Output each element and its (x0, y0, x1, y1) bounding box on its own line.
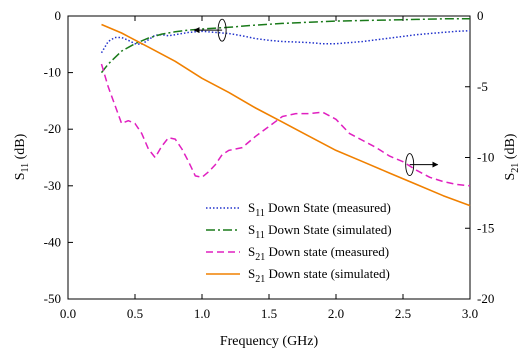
y-right-tick-label: -15 (477, 220, 494, 235)
x-tick-label: 2.5 (395, 306, 411, 321)
y-right-tick-label: -20 (477, 291, 494, 306)
y-right-tick-label: -10 (477, 150, 494, 165)
x-tick-label: 1.5 (261, 306, 277, 321)
x-axis-label: Frequency (GHz) (220, 334, 319, 349)
y-left-tick-label: -50 (44, 291, 61, 306)
x-tick-label: 2.0 (328, 306, 344, 321)
series-line-s21s (101, 23, 471, 207)
y-axis-right-label: S21 (dB) (503, 133, 521, 180)
y-left-tick-label: -10 (44, 65, 61, 80)
legend-label-s21m: S21 Down state (measured) (248, 244, 389, 263)
axis-ticks (67, 15, 471, 300)
y-left-tick-label: -30 (44, 178, 61, 193)
y-right-tick-label: 0 (477, 8, 484, 23)
tick-labels: 0.0 0.5 1.0 1.5 2.0 2.5 3.0 0 -10 -20 -30 -40 -50 0 -5… (44, 8, 495, 321)
legend-label-s11s: S11 Down State (simulated) (248, 222, 392, 241)
y-left-tick-label: -40 (44, 234, 61, 249)
x-tick-label: 3.0 (462, 306, 478, 321)
x-tick-label: 0.5 (127, 306, 143, 321)
legend: S11 Down State (measured) S11 Down State … (206, 200, 392, 285)
series-line-s11s (100, 18, 470, 74)
y-left-tick-label: -20 (44, 121, 61, 136)
legend-label-s11m: S11 Down State (measured) (248, 200, 391, 219)
series-line-s11m (100, 29, 471, 54)
annotation-layer (193, 18, 439, 177)
legend-label-s21s: S21 Down state (simulated) (248, 266, 390, 285)
x-tick-label: 1.0 (194, 306, 210, 321)
y-right-tick-label: -5 (477, 79, 488, 94)
series-line-s21m (100, 63, 471, 187)
y-left-tick-label: 0 (55, 8, 62, 23)
y-axis-left-label: S11 (dB) (13, 133, 31, 180)
x-tick-label: 0.0 (60, 306, 76, 321)
series-layer (100, 18, 471, 207)
